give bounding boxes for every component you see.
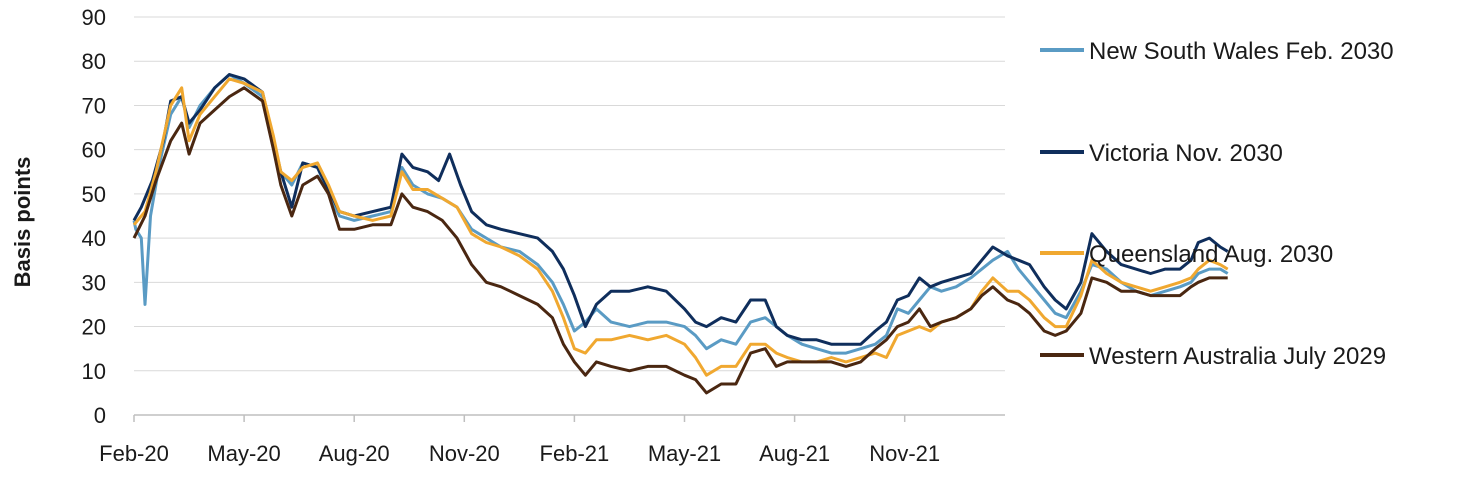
legend: New South Wales Feb. 2030 Victoria Nov. 2… (1040, 38, 1394, 370)
series-line-0 (132, 73, 1229, 355)
x-tick-label: Aug-20 (319, 441, 390, 466)
y-tick-label: 40 (82, 226, 106, 251)
x-tick-label: Feb-20 (99, 441, 169, 466)
y-axis-title: Basis points (10, 157, 35, 288)
y-tick-label: 30 (82, 270, 106, 295)
axes: 0 10 20 30 40 50 60 70 80 90 Feb-20 May-20 Aug-20 Nov… (82, 5, 1005, 466)
x-tick-label: May-20 (207, 441, 280, 466)
x-tick-label: May-21 (648, 441, 721, 466)
grid (134, 16, 1005, 372)
x-tick-label: Feb-21 (540, 441, 610, 466)
y-tick-label: 20 (82, 315, 106, 340)
legend-label: Western Australia July 2029 (1089, 343, 1386, 370)
y-tick-label: 70 (82, 93, 106, 118)
y-tick-label: 80 (82, 49, 106, 74)
y-tick-label: 0 (94, 403, 106, 428)
legend-label: New South Wales Feb. 2030 (1089, 38, 1394, 65)
y-tick-label: 60 (82, 138, 106, 163)
legend-label: Queensland Aug. 2030 (1089, 241, 1333, 268)
series-line-1 (132, 73, 1229, 346)
x-tick-label: Nov-21 (869, 441, 940, 466)
series-line-3 (132, 86, 1228, 395)
series-line-2 (132, 77, 1229, 377)
series-lines (132, 73, 1229, 395)
x-tick-label: Aug-21 (759, 441, 830, 466)
y-tick-label: 10 (82, 359, 106, 384)
legend-label: Victoria Nov. 2030 (1089, 140, 1283, 167)
x-tick-label: Nov-20 (429, 441, 500, 466)
y-tick-label: 50 (82, 182, 106, 207)
y-tick-label: 90 (82, 5, 106, 30)
